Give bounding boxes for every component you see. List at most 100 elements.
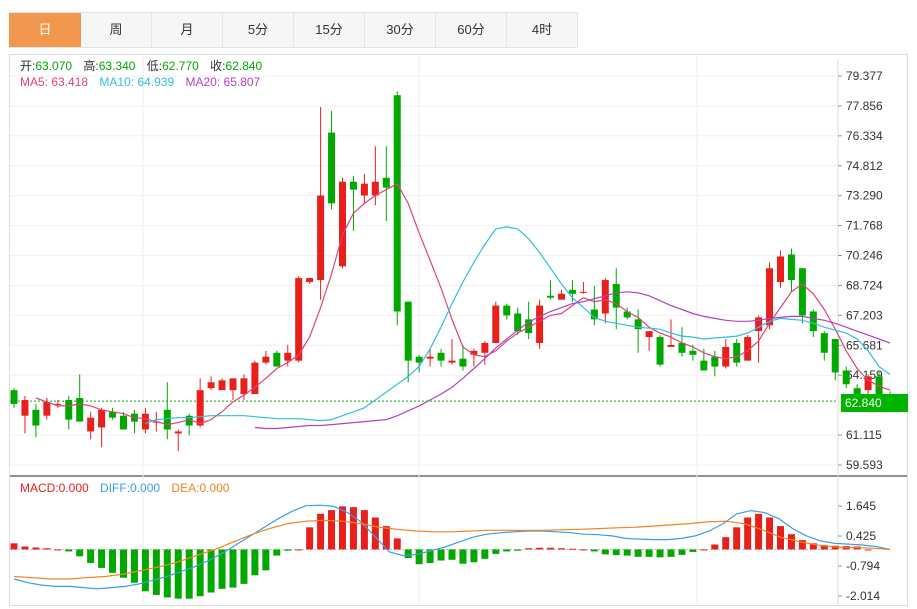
open-value: 63.070 xyxy=(35,59,73,73)
macd-bar xyxy=(612,549,620,556)
macd-bar xyxy=(590,549,598,552)
candle-body xyxy=(612,283,620,308)
candle-body xyxy=(87,417,95,432)
candle-body xyxy=(382,177,390,188)
macd-bar xyxy=(163,549,171,598)
macd-bar xyxy=(415,549,423,565)
candle-body xyxy=(536,305,544,343)
diff-label: DIFF: xyxy=(100,481,131,495)
candle-body xyxy=(820,333,828,353)
macd-bar xyxy=(525,548,533,550)
macd-bar xyxy=(54,549,62,551)
macd-bar xyxy=(623,549,631,556)
macd-bar xyxy=(152,549,160,595)
macd-bar xyxy=(339,506,346,550)
macd-bar xyxy=(229,549,237,588)
macd-bar xyxy=(21,546,29,550)
macd-bar xyxy=(864,549,872,551)
macd-bar xyxy=(492,549,500,554)
macd-bar xyxy=(470,549,478,563)
macd-bar xyxy=(130,549,138,583)
tab-60min[interactable]: 60分 xyxy=(436,13,507,47)
macd-bar xyxy=(820,545,828,550)
price-tick-label-13: 59.593 xyxy=(846,458,883,472)
macd-bar xyxy=(10,543,18,550)
price-tick-label-8: 67.203 xyxy=(846,308,883,322)
candle-body xyxy=(809,311,817,332)
tab-week[interactable]: 周 xyxy=(81,13,152,47)
macd-bar xyxy=(645,549,653,557)
macd-bar xyxy=(120,549,127,578)
candle-body xyxy=(317,195,325,281)
candle-body xyxy=(568,289,576,294)
candle-body xyxy=(65,399,73,420)
macd-bar xyxy=(98,549,106,568)
macd-bar xyxy=(722,537,730,550)
macd-tick-label-3: -2.014 xyxy=(846,589,880,603)
candle-body xyxy=(579,291,587,293)
macd-bar xyxy=(503,549,511,552)
candle-body xyxy=(415,356,423,363)
tab-5min[interactable]: 5分 xyxy=(223,13,294,47)
tab-4hour[interactable]: 4时 xyxy=(507,13,578,47)
candle-body xyxy=(744,337,752,361)
last-price-tag: 62.840 xyxy=(841,394,908,412)
candle-body xyxy=(120,415,127,430)
macd-tick-label-1: 0.425 xyxy=(846,529,876,543)
price-tick-label-5: 71.768 xyxy=(846,219,883,233)
candle-body xyxy=(141,413,149,430)
candle-body xyxy=(470,350,478,355)
candle-body xyxy=(98,409,106,428)
tab-month[interactable]: 月 xyxy=(152,13,223,47)
tab-30min[interactable]: 30分 xyxy=(365,13,436,47)
tab-15min[interactable]: 15分 xyxy=(294,13,365,47)
candle-body xyxy=(295,278,303,361)
macd-bar xyxy=(689,549,697,552)
candle-body xyxy=(54,403,62,405)
candle-body xyxy=(875,376,883,399)
macd-bar xyxy=(262,549,270,571)
macd-bar xyxy=(174,549,182,599)
macd-bar xyxy=(426,549,434,563)
candle-body xyxy=(645,331,653,338)
candle-body xyxy=(10,390,18,404)
macd-bar xyxy=(678,549,686,555)
candle-body xyxy=(678,342,686,353)
candle-body xyxy=(842,370,850,385)
macd-tick-label-2: -0.794 xyxy=(846,559,880,573)
dea-label: DEA: xyxy=(171,481,200,495)
ma5-value: 63.418 xyxy=(51,75,89,89)
ma10-value: 64.939 xyxy=(137,75,175,89)
macd-bar xyxy=(218,549,226,589)
ma5-label: MA5: xyxy=(20,75,49,89)
candle-body xyxy=(700,360,708,371)
diff-line xyxy=(13,504,891,590)
open-label: 开: xyxy=(20,59,36,73)
high-value: 63.340 xyxy=(98,59,136,73)
macd-bar xyxy=(831,545,839,550)
macd-tick-label-0: 1.645 xyxy=(846,499,876,513)
candle-body xyxy=(656,337,664,365)
close-value: 62.840 xyxy=(225,59,263,73)
macd-bar xyxy=(809,543,817,550)
candle-body xyxy=(404,301,412,361)
macd-bar xyxy=(700,549,708,551)
candle-body xyxy=(711,356,719,367)
diff-value: 0.000 xyxy=(130,481,161,495)
candle-body xyxy=(722,346,730,367)
candle-body xyxy=(349,181,357,190)
macd-bar xyxy=(87,549,95,563)
price-tick-label-2: 76.334 xyxy=(846,129,883,143)
chart-frame xyxy=(9,54,908,606)
macd-bar xyxy=(360,510,368,550)
candle-body xyxy=(328,132,336,204)
candle-body xyxy=(459,358,467,367)
macd-bar xyxy=(634,549,642,557)
tab-day[interactable]: 日 xyxy=(9,13,81,47)
candle-body xyxy=(601,280,609,314)
macd-bar xyxy=(744,517,752,550)
macd-bar xyxy=(273,549,281,556)
candle-body xyxy=(634,319,642,330)
candle-body xyxy=(590,309,598,320)
